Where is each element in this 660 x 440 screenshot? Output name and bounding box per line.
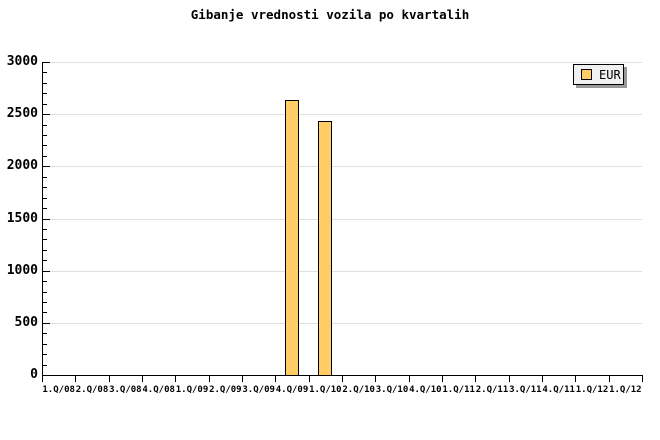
x-axis-tick — [475, 376, 477, 382]
y-major-tick — [43, 166, 50, 168]
y-minor-tick — [43, 93, 47, 95]
x-axis-tick — [208, 376, 210, 382]
x-axis-tick-label: 1.Q/12 — [609, 385, 642, 395]
y-axis-tick-label: 1500 — [6, 210, 38, 226]
y-minor-tick — [43, 208, 47, 210]
y-minor-tick — [43, 364, 47, 366]
x-axis-tick — [242, 376, 243, 382]
y-major-tick — [43, 114, 50, 116]
y-minor-tick — [43, 103, 47, 105]
x-axis-tick-label: 3.Q/10 — [375, 385, 409, 395]
y-minor-tick — [43, 197, 47, 199]
y-axis-tick-label: 1000 — [6, 262, 38, 278]
y-minor-tick — [43, 82, 47, 84]
y-axis-line — [42, 62, 43, 376]
y-minor-tick — [43, 291, 47, 293]
y-gridline — [42, 218, 642, 220]
y-axis-tick-label: 3000 — [6, 54, 38, 69]
x-axis-tick-label: 4.Q/09 — [275, 385, 309, 395]
y-minor-tick — [43, 187, 47, 189]
y-gridline — [42, 114, 642, 116]
x-axis-tick-label: 3.Q/09 — [242, 385, 275, 395]
x-axis-tick — [275, 376, 277, 382]
y-gridline — [42, 166, 642, 168]
x-axis-tick — [308, 376, 310, 382]
x-axis-tick — [342, 376, 343, 382]
y-gridline — [42, 270, 642, 272]
y-major-tick — [43, 62, 50, 63]
x-axis-tick — [608, 376, 610, 382]
x-axis-tick-label: 1.Q/09 — [175, 385, 209, 395]
y-minor-tick — [43, 72, 47, 74]
y-minor-tick — [43, 301, 47, 303]
x-axis-tick — [442, 376, 443, 382]
y-major-tick — [43, 270, 50, 272]
y-axis-tick-label: 2000 — [6, 158, 38, 174]
y-minor-tick — [43, 135, 47, 137]
legend-label: EUR — [599, 67, 621, 82]
y-major-tick — [43, 322, 50, 324]
x-axis-tick — [508, 376, 510, 382]
y-axis-tick-label: 500 — [14, 314, 38, 330]
x-axis-tick-label: 4.Q/11 — [542, 385, 575, 395]
x-axis-tick-label: 1.Q/10 — [309, 385, 342, 395]
y-minor-tick — [43, 260, 47, 262]
y-minor-tick — [43, 155, 47, 157]
y-axis-tick-label: 2500 — [6, 106, 38, 122]
y-axis-tick-label: 0 — [30, 367, 38, 382]
y-minor-tick — [43, 312, 47, 314]
y-minor-tick — [43, 176, 47, 178]
x-axis-tick — [142, 376, 143, 382]
y-minor-tick — [43, 145, 47, 147]
x-axis-tick-label: 2.Q/11 — [475, 385, 509, 395]
x-axis-tick — [575, 376, 577, 382]
x-axis-tick-label: 1.Q/11 — [442, 385, 475, 395]
y-gridline — [42, 322, 642, 324]
x-axis-tick-label: 1.Q/08 — [42, 385, 75, 395]
chart-title: Gibanje vrednosti vozila po kvartalih — [190, 7, 470, 22]
x-axis-tick — [408, 376, 410, 382]
legend: EUR — [573, 64, 624, 85]
y-minor-tick — [43, 281, 47, 283]
x-axis-tick — [75, 376, 77, 382]
x-axis-tick — [175, 376, 177, 382]
x-axis-tick-label: 3.Q/11 — [509, 385, 542, 395]
x-axis-tick-label: 2.Q/09 — [209, 385, 242, 395]
x-axis-tick-label: 2.Q/10 — [342, 385, 375, 395]
bar-1q10 — [318, 120, 333, 375]
x-axis-tick-label: 1.Q/12 — [575, 385, 609, 395]
x-axis-line — [42, 375, 643, 376]
y-gridline — [42, 62, 642, 63]
x-axis-tick — [108, 376, 110, 382]
bar-4q09 — [285, 100, 299, 375]
x-axis-tick-label: 4.Q/10 — [409, 385, 442, 395]
x-axis-tick-label: 3.Q/08 — [109, 385, 142, 395]
x-axis-tick — [642, 376, 643, 382]
legend-swatch-eur — [581, 69, 592, 80]
x-axis-tick — [42, 376, 43, 382]
y-minor-tick — [43, 343, 47, 345]
x-axis-tick — [542, 376, 543, 382]
y-minor-tick — [43, 249, 47, 251]
x-axis-tick-label: 2.Q/08 — [75, 385, 109, 395]
y-major-tick — [43, 218, 50, 220]
y-minor-tick — [43, 354, 47, 356]
y-major-tick — [43, 375, 50, 376]
y-minor-tick — [43, 124, 47, 126]
x-axis-tick-label: 4.Q/08 — [142, 385, 175, 395]
y-minor-tick — [43, 239, 47, 241]
x-axis-tick — [375, 376, 377, 382]
y-minor-tick — [43, 228, 47, 230]
y-minor-tick — [43, 333, 47, 335]
